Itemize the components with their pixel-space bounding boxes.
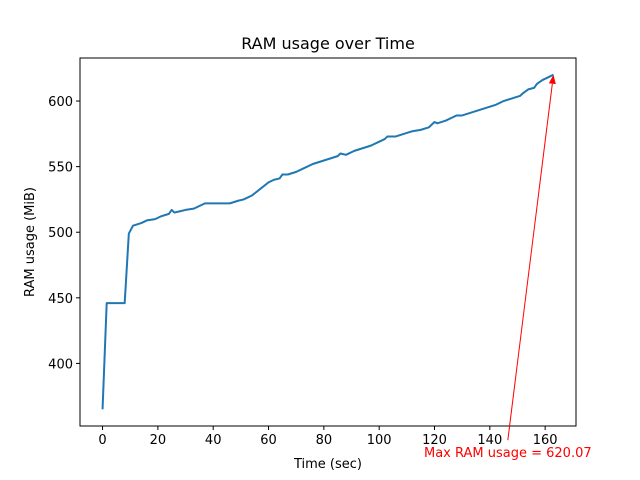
x-axis-ticks: 0 20 40 60 80 100 120 140 160	[98, 426, 558, 448]
annotation-arrow-line	[507, 83, 553, 441]
y-tick-label: 500	[48, 226, 73, 241]
x-tick-label: 120	[422, 433, 447, 448]
y-tick-label: 400	[48, 357, 73, 372]
x-tick-label: 100	[367, 433, 392, 448]
ram-usage-series-line	[101, 73, 554, 410]
y-tick-label: 450	[48, 292, 73, 307]
y-tick-label: 600	[48, 95, 73, 110]
plot-area-frame	[79, 57, 577, 427]
x-tick-label: 140	[477, 433, 502, 448]
y-tick-label: 550	[48, 161, 73, 176]
x-tick-label: 20	[150, 433, 167, 448]
x-axis-label: Time (sec)	[293, 457, 362, 472]
x-tick-label: 0	[98, 433, 106, 448]
y-axis-label: RAM usage (MiB)	[23, 187, 38, 297]
annotation-arrow-head	[548, 74, 556, 85]
annotation-label: Max RAM usage = 620.07	[424, 446, 592, 461]
x-tick-label: 80	[316, 433, 333, 448]
x-tick-label: 60	[260, 433, 277, 448]
chart-title: RAM usage over Time	[241, 34, 415, 53]
x-tick-label: 40	[205, 433, 222, 448]
y-axis-ticks: 400 450 500 550 600	[48, 95, 80, 372]
x-tick-label: 160	[533, 433, 558, 448]
